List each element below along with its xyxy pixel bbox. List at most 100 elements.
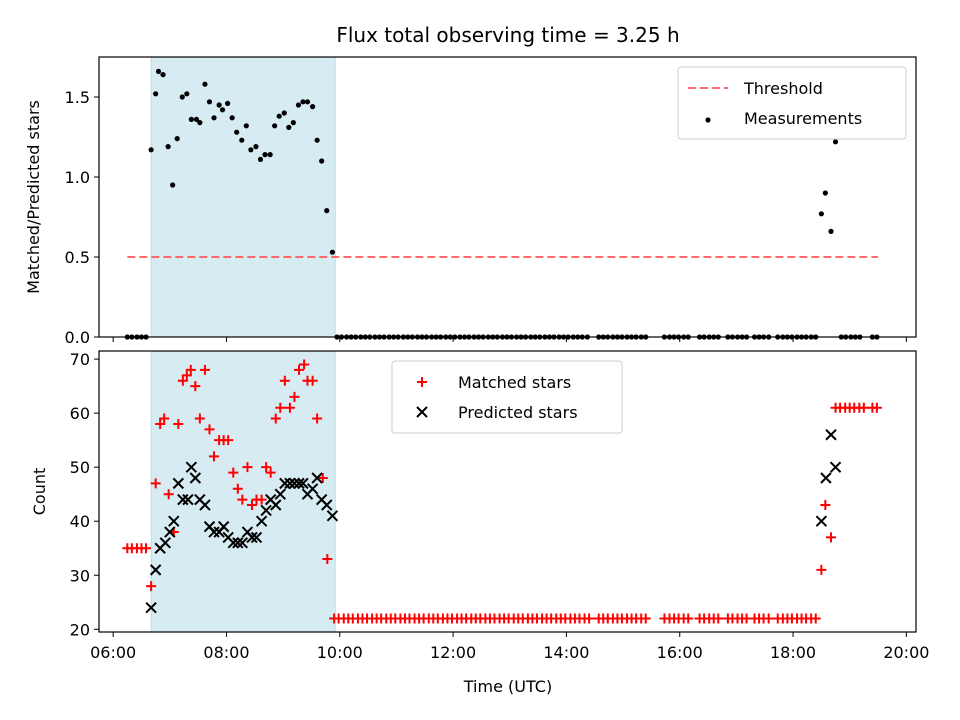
data-point: [153, 91, 159, 97]
data-point: [300, 99, 306, 105]
data-point: [311, 472, 323, 484]
data-point: [295, 102, 302, 108]
data-point: [148, 147, 154, 153]
data-point: [229, 115, 235, 121]
x-tick-label: 14:00: [543, 643, 589, 662]
data-point: [168, 515, 180, 527]
data-point: [825, 429, 837, 441]
y-tick-label: 70: [70, 350, 90, 369]
data-point: [321, 499, 333, 511]
data-point: [155, 68, 162, 74]
x-tick-label: 10:00: [317, 643, 363, 662]
data-point: [312, 413, 323, 424]
data-point: [159, 413, 170, 424]
axes-frame: [98, 56, 917, 338]
data-point: [246, 531, 258, 544]
data-point: [145, 601, 157, 614]
data-point: [640, 613, 651, 624]
legend-marker: [416, 406, 428, 418]
data-point: [314, 137, 320, 143]
data-point: [272, 123, 278, 129]
data-point: [267, 152, 273, 158]
data-point: [307, 375, 318, 386]
legend-marker: [417, 377, 427, 387]
data-point: [293, 477, 305, 490]
data-point: [281, 110, 287, 116]
data-point: [326, 510, 339, 522]
data-point: [713, 613, 724, 624]
data-point: [322, 554, 333, 565]
data-point: [262, 152, 268, 158]
data-point: [225, 100, 231, 106]
data-point: [217, 520, 230, 533]
data-point: [239, 137, 245, 143]
legend-label: Matched stars: [458, 373, 571, 392]
data-point: [160, 72, 166, 78]
data-point: [206, 99, 213, 105]
y-tick-label: 20: [70, 620, 90, 639]
data-point: [193, 116, 200, 122]
data-point: [188, 116, 194, 122]
data-point: [294, 364, 305, 375]
data-point: [170, 182, 176, 188]
data-point: [820, 500, 831, 511]
data-point: [274, 488, 287, 500]
data-point: [253, 144, 259, 150]
data-point: [309, 104, 316, 110]
data-point: [146, 581, 157, 592]
legend-box: [677, 66, 907, 140]
data-point: [858, 402, 869, 413]
data-point: [284, 477, 296, 490]
data-point: [826, 532, 837, 543]
data-point: [871, 402, 882, 413]
data-point: [223, 435, 234, 446]
legend-label: Measurements: [744, 109, 862, 128]
data-point: [256, 494, 267, 505]
data-point: [329, 249, 336, 255]
data-point: [257, 156, 264, 162]
data-point: [683, 613, 694, 624]
observing-window-span: [150, 350, 336, 633]
x-axis-label: Time (UTC): [463, 677, 552, 696]
data-point: [208, 526, 220, 538]
data-point: [818, 211, 824, 217]
data-point: [232, 483, 243, 494]
data-point: [286, 124, 292, 130]
data-point: [164, 526, 176, 538]
data-point: [297, 477, 309, 490]
data-point: [584, 613, 595, 624]
data-point: [232, 537, 244, 549]
data-point: [211, 115, 217, 121]
data-point: [299, 359, 310, 370]
data-point: [181, 370, 192, 381]
data-point: [763, 613, 774, 624]
data-point: [163, 489, 174, 500]
data-point: [304, 99, 311, 105]
data-point: [185, 364, 196, 375]
data-point: [202, 81, 208, 87]
data-point: [150, 478, 161, 489]
count-panel: 20 30 40 50 60 70 06:00 08:00 10:00 12:00 14:00 16:…: [30, 350, 929, 662]
series-matched-stars: [122, 359, 882, 624]
data-point: [199, 499, 211, 511]
data-point: [288, 477, 301, 490]
data-point: [199, 364, 210, 375]
observing-window-span: [150, 56, 336, 338]
data-point: [234, 129, 240, 135]
data-point: [177, 375, 188, 386]
data-point: [172, 477, 185, 490]
legend-box: [391, 360, 623, 434]
legend-label: Threshold: [743, 79, 823, 98]
y-tick-label: 1.0: [65, 168, 90, 187]
y-tick-label: 40: [70, 512, 90, 531]
data-point: [250, 531, 263, 544]
data-point: [820, 472, 832, 484]
data-point: [174, 136, 180, 142]
data-point: [155, 418, 166, 429]
data-point: [190, 381, 201, 392]
data-point: [319, 158, 325, 164]
data-point: [227, 537, 239, 549]
data-point: [275, 402, 286, 413]
data-point: [219, 107, 226, 113]
y-tick-label: 0.5: [65, 248, 90, 267]
